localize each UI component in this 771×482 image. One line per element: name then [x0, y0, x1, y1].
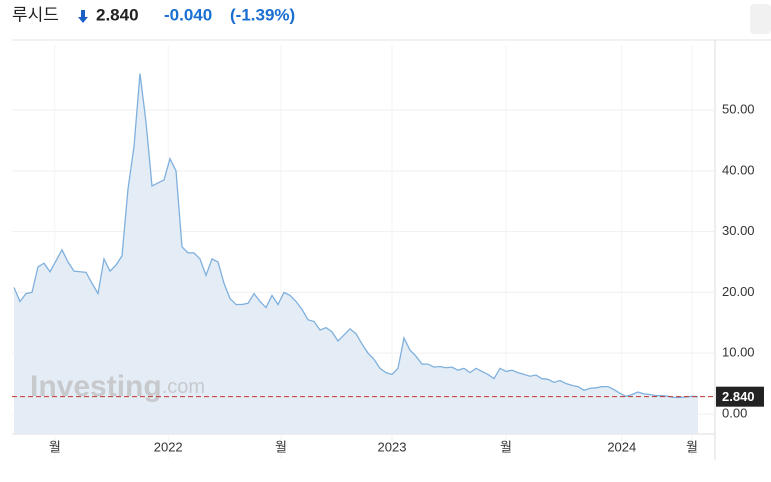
y-tick-label: 30.00: [722, 223, 755, 238]
x-tick-label: 월: [49, 439, 61, 454]
x-tick-label: 2022: [154, 439, 183, 454]
x-tick-label: 2024: [607, 439, 636, 454]
x-tick-label: 월: [275, 439, 287, 454]
current-price-box: [716, 386, 764, 407]
y-tick-label: 0.00: [722, 405, 747, 420]
current-price-label: 2.840: [722, 389, 755, 404]
watermark-brand: Investing: [30, 370, 162, 403]
change-pct: (-1.39%): [230, 5, 295, 24]
menu-button[interactable]: [750, 4, 771, 34]
area-fill: [14, 73, 698, 434]
y-tick-label: 50.00: [722, 101, 755, 116]
down-arrow: [78, 10, 88, 23]
y-tick-label: 40.00: [722, 162, 755, 177]
y-tick-label: 20.00: [722, 284, 755, 299]
stock-name: 루시드: [12, 5, 59, 24]
watermark-suffix: .com: [162, 376, 205, 398]
x-tick-label: 월: [500, 439, 512, 454]
y-tick-label: 10.00: [722, 345, 755, 360]
x-tick-label: 2023: [378, 439, 407, 454]
change: -0.040: [164, 5, 212, 24]
x-tick-label: 월: [686, 439, 698, 454]
price-line: [13, 73, 699, 399]
price: 2.840: [96, 5, 139, 24]
watermark: Investing.com: [30, 370, 205, 403]
